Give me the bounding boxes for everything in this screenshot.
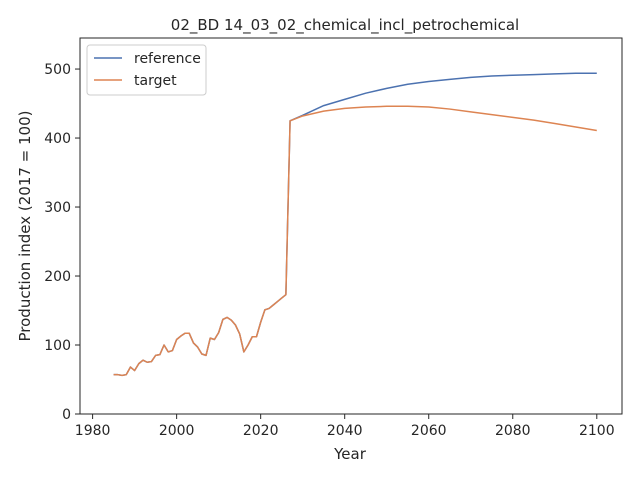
y-tick-label: 0 bbox=[62, 407, 71, 423]
plot-area-frame bbox=[79, 37, 623, 415]
y-tick-label: 100 bbox=[44, 338, 71, 354]
x-tick-label: 1980 bbox=[75, 423, 111, 439]
y-tick-label: 300 bbox=[44, 200, 71, 216]
x-axis-label: Year bbox=[333, 445, 367, 463]
y-tick-label: 200 bbox=[44, 269, 71, 285]
x-tick-label: 2100 bbox=[579, 423, 615, 439]
x-tick-label: 2000 bbox=[159, 423, 195, 439]
y-axis: 0 100 200 300 400 500 bbox=[44, 62, 80, 423]
legend-label-target: target bbox=[134, 73, 177, 89]
y-axis-label: Production index (2017 = 100) bbox=[16, 111, 34, 342]
chart-title: 02_BD 14_03_02_chemical_incl_petrochemic… bbox=[171, 16, 519, 35]
plot-series bbox=[113, 72, 597, 377]
x-axis: 1980 2000 2020 2040 2060 2080 2100 bbox=[75, 414, 615, 439]
x-tick-label: 2020 bbox=[243, 423, 279, 439]
series-line-target bbox=[113, 105, 597, 377]
legend-label-reference: reference bbox=[134, 51, 201, 67]
legend: reference target bbox=[86, 44, 207, 96]
y-tick-label: 400 bbox=[44, 131, 71, 147]
x-tick-label: 2040 bbox=[327, 423, 363, 439]
x-tick-label: 2080 bbox=[495, 423, 531, 439]
x-tick-label: 2060 bbox=[411, 423, 447, 439]
y-tick-label: 500 bbox=[44, 62, 71, 78]
